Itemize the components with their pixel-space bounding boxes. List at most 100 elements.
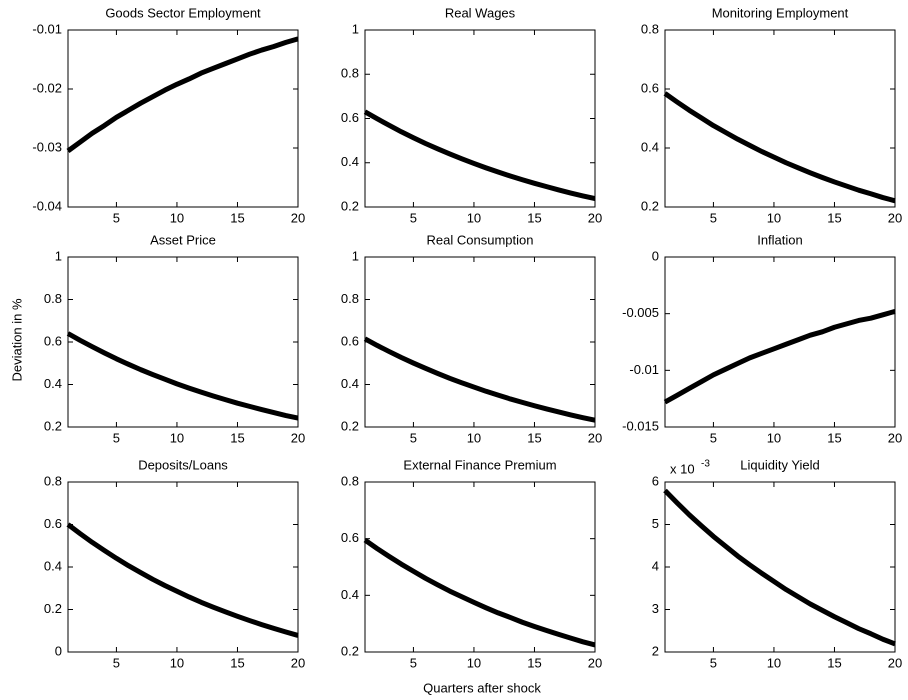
- y-tick-label: 0.4: [44, 558, 62, 573]
- line: [363, 109, 596, 202]
- line: [663, 308, 896, 405]
- y-tick-label: 6: [652, 473, 659, 488]
- y-tick-label: 0.4: [341, 154, 359, 169]
- y-tick-label: 0.6: [341, 110, 359, 125]
- y-tick-label: 0.2: [44, 601, 62, 616]
- y-tick-label: 0.4: [44, 376, 62, 391]
- y-tick-label: -0.01: [629, 362, 659, 377]
- x-tick-label: 10: [767, 655, 781, 670]
- y-tick-label: 0.8: [44, 473, 62, 488]
- x-tick-label: 15: [230, 210, 244, 225]
- y-tick-label: 0.2: [341, 643, 359, 658]
- x-tick-label: 20: [588, 655, 602, 670]
- x-tick-label: 15: [230, 655, 244, 670]
- y-tick-label: 0.4: [641, 139, 659, 154]
- x-tick-label: 10: [767, 210, 781, 225]
- x-tick-label: 20: [291, 655, 305, 670]
- x-tick-label: 20: [888, 655, 902, 670]
- line: [663, 488, 896, 647]
- x-tick-label: 5: [113, 430, 120, 445]
- axis-scale-exponent: -3: [701, 459, 710, 470]
- y-tick-label: 0.4: [341, 376, 359, 391]
- y-tick-label: -0.03: [32, 139, 62, 154]
- y-tick-label: 0: [55, 643, 62, 658]
- x-tick-label: 10: [170, 210, 184, 225]
- y-tick-label: -0.02: [32, 80, 62, 95]
- y-tick-label: -0.04: [32, 198, 62, 213]
- plot-frame: [664, 481, 896, 653]
- y-tick-label: 0.8: [341, 473, 359, 488]
- y-tick-label: 2: [652, 643, 659, 658]
- plot-frame: [67, 256, 299, 428]
- plot-frame: [67, 29, 299, 208]
- x-tick-label: 15: [827, 430, 841, 445]
- y-tick-label: 0.2: [341, 418, 359, 433]
- x-tick-label: 15: [527, 655, 541, 670]
- y-tick-label: -0.005: [622, 305, 659, 320]
- y-tick-label: 0.8: [341, 291, 359, 306]
- x-tick-label: 15: [827, 655, 841, 670]
- line: [363, 336, 596, 423]
- x-tick-label: 20: [291, 430, 305, 445]
- x-tick-label: 10: [767, 430, 781, 445]
- y-tick-label: 4: [652, 558, 659, 573]
- panel-title: Real Consumption: [427, 232, 534, 247]
- panel-title: Monitoring Employment: [712, 5, 849, 20]
- x-tick-label: 15: [827, 210, 841, 225]
- x-tick-label: 10: [467, 655, 481, 670]
- y-tick-label: 0.8: [44, 291, 62, 306]
- x-tick-label: 15: [527, 430, 541, 445]
- y-tick-label: 1: [352, 248, 359, 263]
- x-axis-label: Quarters after shock: [423, 680, 541, 695]
- x-tick-label: 10: [467, 210, 481, 225]
- panel-title: Liquidity Yield: [740, 457, 820, 472]
- y-tick-label: 0.2: [44, 418, 62, 433]
- y-tick-label: 0.6: [44, 516, 62, 531]
- panel-title: External Finance Premium: [403, 457, 556, 472]
- x-tick-label: 5: [113, 655, 120, 670]
- line: [66, 522, 299, 638]
- x-tick-label: 20: [588, 430, 602, 445]
- x-tick-label: 20: [291, 210, 305, 225]
- panel-title: Real Wages: [445, 5, 516, 20]
- y-tick-label: 0.6: [44, 333, 62, 348]
- y-tick-label: 0.8: [641, 21, 659, 36]
- line: [363, 538, 596, 648]
- plot-frame: [664, 29, 896, 208]
- y-tick-label: 0.4: [341, 587, 359, 602]
- panel-title: Asset Price: [150, 232, 216, 247]
- y-tick-label: 0.8: [341, 66, 359, 81]
- x-tick-label: 20: [888, 210, 902, 225]
- x-tick-label: 10: [170, 655, 184, 670]
- y-tick-label: -0.015: [622, 418, 659, 433]
- x-tick-label: 10: [467, 430, 481, 445]
- y-tick-label: -0.01: [32, 21, 62, 36]
- x-tick-label: 5: [410, 210, 417, 225]
- x-tick-label: 15: [527, 210, 541, 225]
- x-tick-label: 5: [410, 430, 417, 445]
- x-tick-label: 5: [710, 655, 717, 670]
- y-axis-label: Deviation in %: [9, 298, 24, 382]
- y-tick-label: 0: [652, 248, 659, 263]
- axis-scale-label: x 10: [670, 461, 695, 476]
- y-tick-label: 1: [352, 21, 359, 36]
- plot-frame: [664, 256, 896, 428]
- y-tick-label: 0.6: [341, 333, 359, 348]
- line: [66, 36, 299, 153]
- plot-frame: [364, 481, 596, 653]
- x-tick-label: 15: [230, 430, 244, 445]
- y-tick-label: 0.6: [641, 80, 659, 95]
- x-tick-label: 5: [710, 430, 717, 445]
- panel-title: Deposits/Loans: [138, 457, 228, 472]
- y-tick-label: 1: [55, 248, 62, 263]
- x-tick-label: 5: [113, 210, 120, 225]
- y-tick-label: 0.6: [341, 530, 359, 545]
- panel-title: Goods Sector Employment: [105, 5, 261, 20]
- panel-title: Inflation: [757, 232, 803, 247]
- y-tick-label: 3: [652, 601, 659, 616]
- y-tick-label: 0.2: [641, 198, 659, 213]
- x-tick-label: 20: [588, 210, 602, 225]
- x-tick-label: 10: [170, 430, 184, 445]
